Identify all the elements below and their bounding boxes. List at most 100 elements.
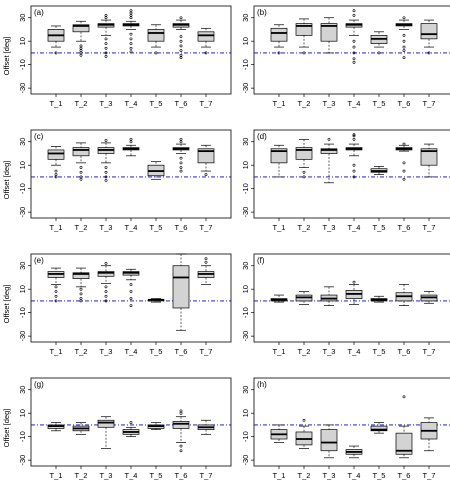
outlier-point — [54, 294, 58, 298]
x-tick-label: T_4 — [348, 223, 361, 232]
y-tick-label: 30 — [241, 138, 250, 146]
y-tick-label: -10 — [18, 59, 27, 70]
box-T_5: T_5 — [147, 298, 165, 356]
outlier-point — [277, 51, 281, 55]
y-tick-label: 10 — [241, 409, 250, 417]
box-body — [420, 23, 438, 40]
x-tick-label: T_2 — [75, 471, 88, 480]
x-tick-label: T_3 — [323, 347, 336, 356]
x-tick-label: T_1 — [273, 347, 286, 356]
box-T_7: T_7 — [420, 19, 438, 108]
outlier-point — [302, 170, 306, 174]
box-T_3: T_3 — [97, 13, 115, 108]
box-T_6: T_6 — [172, 16, 190, 108]
x-tick-label: T_5 — [150, 347, 163, 356]
box-T_6: T_6 — [172, 253, 190, 356]
panel: (c) 30 10 -10 -30 T_1 T_2 T_3 T_4 T_5 T_6 T_7 — [18, 129, 232, 232]
outlier-point — [54, 51, 58, 55]
box-body — [97, 419, 115, 428]
outlier-point — [129, 297, 133, 300]
outlier-point — [79, 53, 83, 57]
y-tick-label: 30 — [241, 262, 250, 270]
box-T_6: T_6 — [395, 284, 413, 356]
outlier-point — [79, 46, 83, 50]
outlier-point — [54, 299, 58, 303]
x-tick-label: T_6 — [398, 471, 411, 480]
box-body — [295, 23, 313, 36]
panel-frame — [30, 129, 232, 219]
x-tick-label: T_7 — [423, 99, 436, 108]
box-T_7: T_7 — [420, 417, 438, 480]
box-T_4: T_4 — [345, 445, 363, 480]
x-tick-label: T_5 — [373, 99, 386, 108]
x-tick-label: T_5 — [150, 223, 163, 232]
box-T_3: T_3 — [320, 17, 338, 108]
x-tick-label: T_4 — [348, 99, 361, 108]
x-tick-label: T_2 — [298, 347, 311, 356]
panel: (a) 30 10 -10 -30 T_1 T_2 T_3 T_4 T_5 T_6 T_7 — [18, 5, 232, 108]
x-tick-label: T_2 — [298, 471, 311, 480]
panel: (g) 30 10 -10 -30 T_1 T_2 T_3 T_4 T_5 T_6 T_7 — [18, 377, 232, 480]
outlier-point — [104, 16, 108, 20]
x-tick-label: T_6 — [175, 471, 188, 480]
outlier-point — [104, 42, 108, 45]
y-tick-label: -30 — [241, 207, 250, 218]
box-body — [370, 425, 388, 432]
outlier-point — [104, 139, 108, 142]
y-tick-label: -30 — [241, 455, 250, 466]
box-T_7: T_7 — [197, 419, 215, 480]
x-tick-label: T_2 — [75, 99, 88, 108]
box-T_2: T_2 — [72, 267, 90, 356]
y-tick-label: 30 — [241, 386, 250, 394]
outlier-point — [79, 44, 83, 48]
panel-label: (f) — [257, 256, 265, 265]
outlier-point — [179, 161, 183, 165]
outlier-point — [402, 169, 406, 173]
y-tick-label: -10 — [18, 183, 27, 194]
outlier-point — [179, 444, 183, 448]
panel-label: (h) — [257, 380, 267, 389]
outlier-point — [402, 56, 406, 60]
outlier-point — [104, 37, 108, 41]
outlier-point — [129, 11, 133, 15]
box-T_6: T_6 — [395, 142, 413, 232]
x-tick-label: T_2 — [298, 99, 311, 108]
outlier-point — [402, 16, 406, 20]
outlier-point — [179, 411, 183, 415]
box-T_2: T_2 — [295, 418, 313, 480]
box-T_1: T_1 — [47, 422, 65, 480]
box-body — [395, 432, 413, 455]
box-T_1: T_1 — [47, 146, 65, 232]
x-tick-label: T_2 — [75, 223, 88, 232]
x-tick-label: T_1 — [50, 223, 63, 232]
y-tick-label: -10 — [241, 431, 250, 442]
y-tick-label: -10 — [241, 183, 250, 194]
outlier-point — [352, 133, 356, 137]
box-T_2: T_2 — [295, 139, 313, 232]
box-body — [72, 272, 90, 279]
x-tick-label: T_7 — [200, 223, 213, 232]
x-tick-label: T_4 — [125, 347, 138, 356]
outlier-point — [427, 51, 431, 55]
panel-frame — [30, 377, 232, 467]
y-tick-label: 10 — [18, 37, 27, 45]
panel-frame — [30, 5, 232, 95]
outlier-point — [352, 51, 356, 55]
y-axis-label-row-3: Offset [deg] — [2, 285, 11, 324]
outlier-point — [352, 137, 356, 141]
outlier-point — [54, 175, 58, 179]
box-body — [197, 148, 215, 164]
box-body — [295, 147, 313, 160]
outlier-point — [79, 51, 83, 55]
outlier-point — [204, 260, 208, 264]
outlier-point — [179, 53, 183, 57]
x-tick-label: T_1 — [273, 471, 286, 480]
outlier-point — [129, 37, 133, 41]
box-T_7: T_7 — [197, 144, 215, 232]
outlier-point — [54, 173, 58, 176]
x-tick-label: T_1 — [50, 347, 63, 356]
outlier-point — [104, 179, 108, 182]
outlier-point — [104, 170, 108, 174]
x-tick-label: T_5 — [373, 471, 386, 480]
